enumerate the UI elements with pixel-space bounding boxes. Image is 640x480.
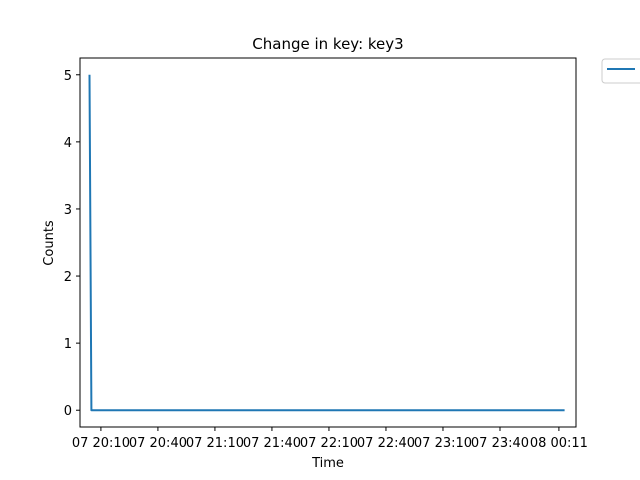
x-tick-label: 08 00:11: [530, 436, 588, 451]
y-tick-label: 3: [64, 203, 72, 218]
y-tick-label: 5: [64, 69, 72, 84]
x-tick-label: 07 23:10: [414, 436, 472, 451]
x-tick-label: 07 21:40: [243, 436, 301, 451]
x-tick-label: 07 21:10: [186, 436, 244, 451]
x-tick-label: 07 20:10: [72, 436, 130, 451]
chart-title: Change in key: key3: [252, 35, 403, 53]
series-line: [88, 74, 565, 412]
y-tick-label: 0: [64, 404, 72, 419]
plot-area-frame: [79, 57, 577, 428]
y-tick-label: 4: [64, 136, 72, 151]
x-tick-label: 07 23:40: [471, 436, 529, 451]
y-axis-label: Counts: [42, 220, 57, 266]
x-tick-label: 07 22:10: [300, 436, 358, 451]
x-axis-label: Time: [311, 456, 344, 471]
y-tick-label: 1: [64, 337, 72, 352]
series-layer: [88, 74, 565, 412]
legend-box: [601, 58, 640, 84]
y-tick-label: 2: [64, 270, 72, 285]
x-tick-label: 07 22:40: [357, 436, 415, 451]
legend: [601, 58, 640, 84]
y-axis: 0 1 2 3 4 5: [64, 69, 80, 419]
x-tick-label: 07 20:40: [129, 436, 187, 451]
